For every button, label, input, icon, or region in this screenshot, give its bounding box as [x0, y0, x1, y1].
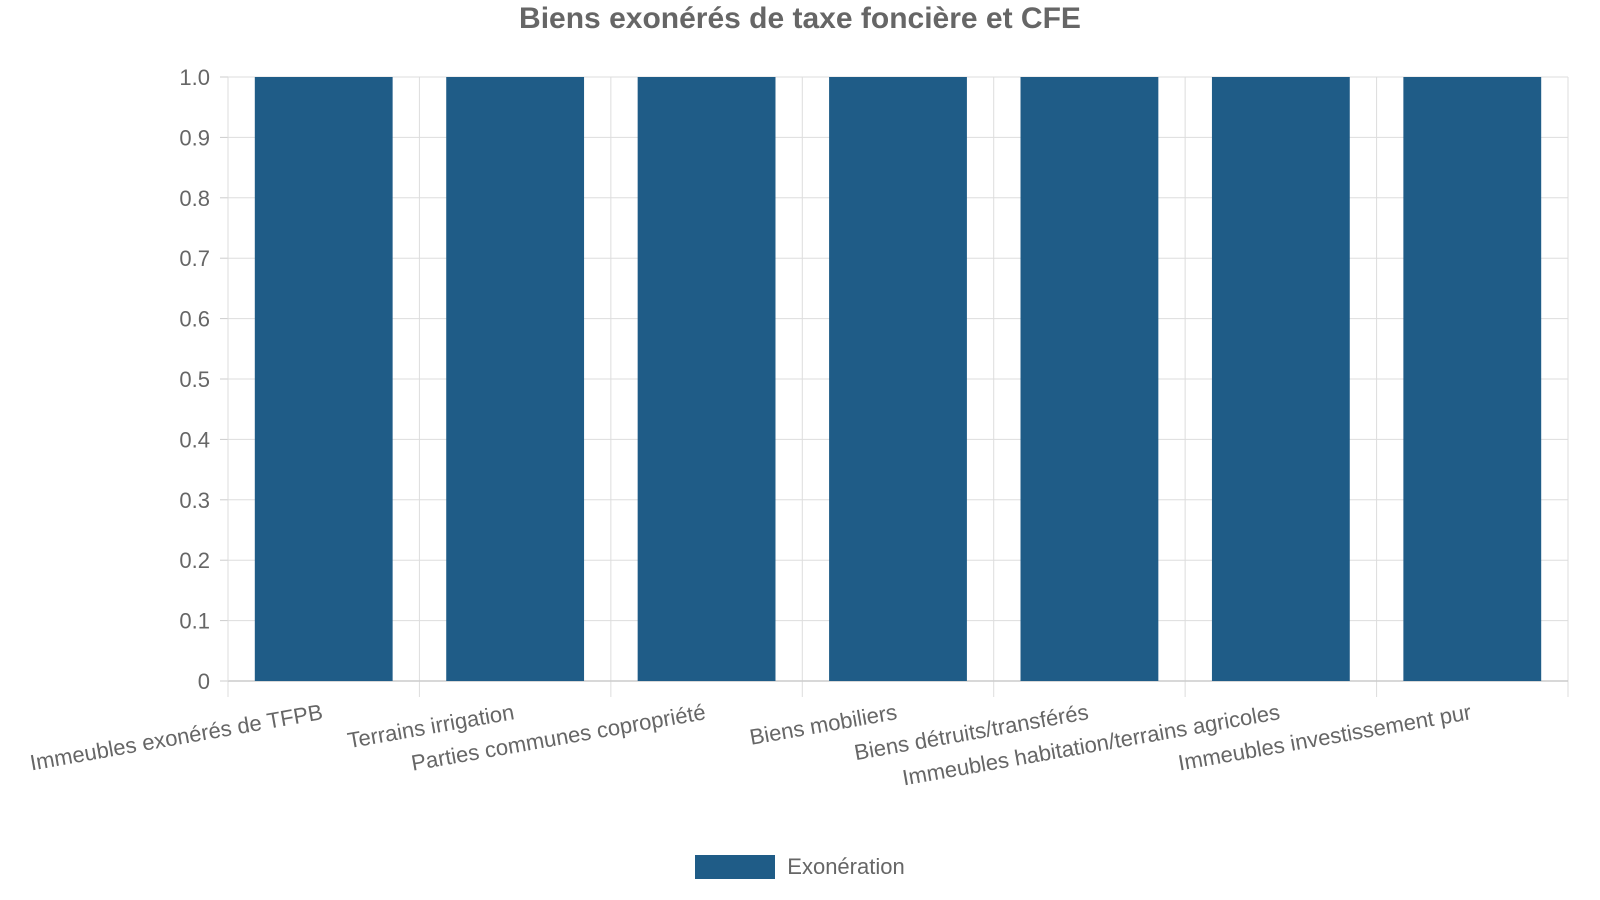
legend-swatch-exoneration — [695, 855, 776, 879]
x-tick-label: Immeubles exonérés de TFPB — [28, 699, 325, 775]
bar-3 — [637, 77, 776, 681]
y-tick-label: 0.6 — [179, 307, 210, 332]
y-tick-label: 0.5 — [179, 367, 210, 392]
legend: Exonération — [0, 854, 1600, 880]
y-tick-label: 0.3 — [179, 488, 210, 513]
bar-5 — [1020, 77, 1159, 681]
bar-7 — [1403, 77, 1542, 681]
y-tick-label: 0.1 — [179, 609, 210, 634]
y-tick-label: 0 — [198, 669, 210, 694]
chart-title: Biens exonérés de taxe foncière et CFE — [519, 2, 1081, 35]
y-tick-label: 0.7 — [179, 246, 210, 271]
y-tick-label: 0.2 — [179, 548, 210, 573]
bar-2 — [446, 77, 585, 681]
legend-label-exoneration: Exonération — [787, 854, 905, 879]
bar-1 — [254, 77, 393, 681]
y-tick-label: 0.9 — [179, 125, 210, 150]
y-tick-label: 0.4 — [179, 427, 210, 452]
bar-6 — [1211, 77, 1350, 681]
y-tick-label: 0.8 — [179, 186, 210, 211]
y-tick-label: 1.0 — [179, 65, 210, 90]
bar-4 — [829, 77, 967, 681]
